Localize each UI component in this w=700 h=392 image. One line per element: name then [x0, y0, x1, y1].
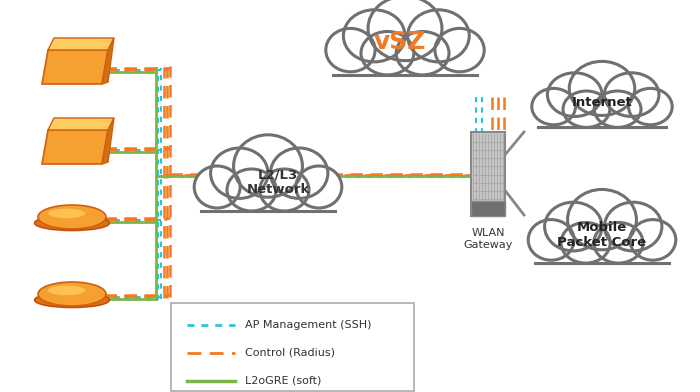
Polygon shape — [48, 38, 114, 50]
Ellipse shape — [604, 73, 659, 116]
Ellipse shape — [605, 202, 662, 251]
Bar — [471, 132, 505, 216]
Ellipse shape — [594, 223, 643, 263]
Bar — [535, 234, 669, 263]
Ellipse shape — [568, 189, 636, 250]
Ellipse shape — [368, 0, 442, 61]
Ellipse shape — [296, 166, 342, 208]
Ellipse shape — [569, 62, 635, 115]
Ellipse shape — [270, 148, 328, 198]
Ellipse shape — [630, 220, 676, 260]
Polygon shape — [102, 38, 114, 84]
Bar — [201, 181, 335, 211]
Text: vSZ: vSZ — [374, 30, 426, 54]
Polygon shape — [42, 130, 108, 164]
Polygon shape — [102, 118, 114, 164]
Bar — [332, 44, 477, 75]
Bar — [471, 201, 505, 216]
Ellipse shape — [344, 10, 405, 62]
Text: AP Management (SSH): AP Management (SSH) — [245, 320, 372, 330]
Polygon shape — [48, 118, 114, 130]
Text: Mobile
Packet Core: Mobile Packet Core — [557, 221, 647, 249]
Bar — [535, 234, 669, 263]
Ellipse shape — [48, 286, 85, 295]
Ellipse shape — [561, 223, 610, 263]
Ellipse shape — [38, 282, 106, 306]
Ellipse shape — [38, 205, 106, 229]
Ellipse shape — [227, 169, 276, 211]
Ellipse shape — [528, 220, 574, 260]
Ellipse shape — [211, 148, 268, 198]
Ellipse shape — [260, 169, 309, 211]
Text: L2/L3
Network: L2/L3 Network — [246, 168, 309, 196]
Ellipse shape — [396, 31, 449, 75]
Ellipse shape — [547, 73, 602, 116]
Ellipse shape — [326, 28, 375, 72]
FancyBboxPatch shape — [171, 303, 414, 391]
Bar — [201, 181, 335, 211]
Text: WLAN
Gateway: WLAN Gateway — [463, 228, 512, 250]
Ellipse shape — [563, 91, 610, 127]
Polygon shape — [42, 50, 108, 84]
Bar — [538, 102, 666, 127]
Ellipse shape — [407, 10, 469, 62]
Ellipse shape — [545, 202, 602, 251]
Ellipse shape — [48, 209, 85, 218]
Ellipse shape — [532, 89, 575, 125]
Text: Control (Radius): Control (Radius) — [245, 348, 335, 358]
Bar — [538, 102, 666, 127]
Ellipse shape — [629, 89, 672, 125]
Ellipse shape — [34, 292, 109, 307]
Ellipse shape — [194, 166, 240, 208]
Ellipse shape — [594, 91, 641, 127]
Text: Internet: Internet — [572, 96, 632, 109]
Text: L2oGRE (soft): L2oGRE (soft) — [245, 376, 321, 386]
Ellipse shape — [361, 31, 414, 75]
Ellipse shape — [435, 28, 484, 72]
Ellipse shape — [34, 216, 109, 230]
Bar — [332, 44, 477, 75]
Ellipse shape — [234, 135, 302, 197]
